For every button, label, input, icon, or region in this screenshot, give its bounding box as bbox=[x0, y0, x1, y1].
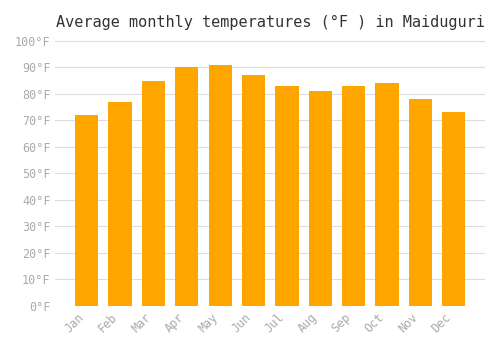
Bar bbox=[275, 86, 298, 306]
Bar bbox=[108, 102, 132, 306]
Bar bbox=[142, 80, 165, 306]
Title: Average monthly temperatures (°F ) in Maiduguri: Average monthly temperatures (°F ) in Ma… bbox=[56, 15, 484, 30]
Bar bbox=[242, 75, 265, 306]
Bar bbox=[75, 115, 98, 306]
Bar bbox=[408, 99, 432, 306]
Bar bbox=[376, 83, 398, 306]
Bar bbox=[342, 86, 365, 306]
Bar bbox=[208, 65, 232, 306]
Bar bbox=[308, 91, 332, 306]
Bar bbox=[175, 68, 199, 306]
Bar bbox=[442, 112, 466, 306]
